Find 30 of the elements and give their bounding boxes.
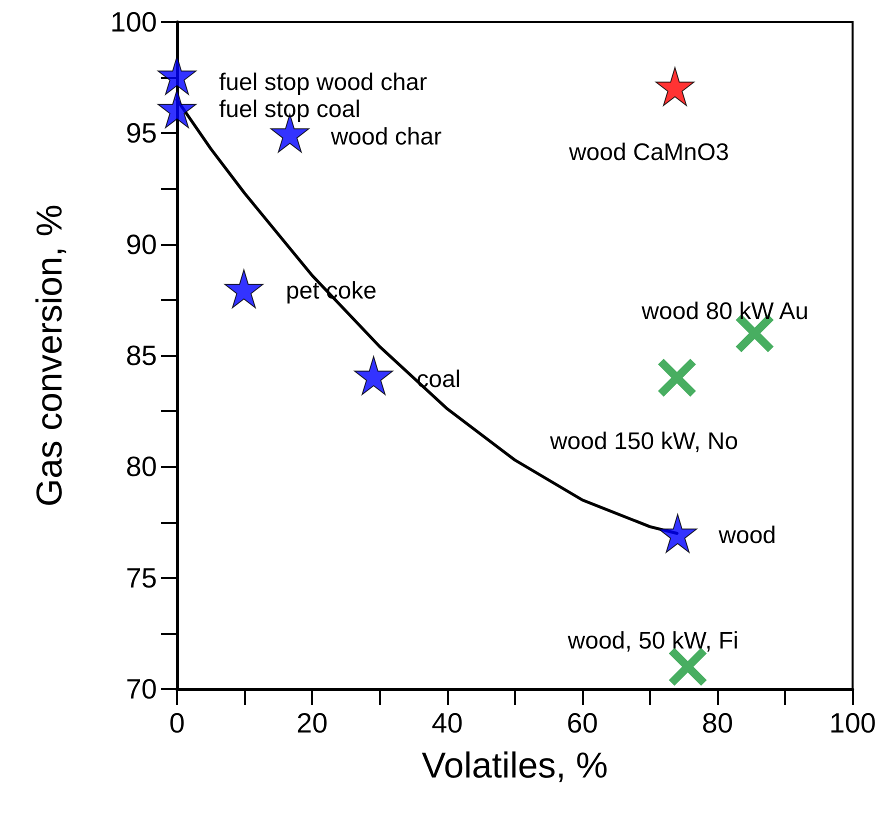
annotation: fuel stop wood char [219,68,428,96]
point [158,89,196,128]
y-tick-label: 90 [126,228,157,260]
point [655,66,694,106]
y-tick-label: 95 [126,118,157,149]
annotation: wood CaMnO3 [568,138,730,166]
x-axis-title: Volatiles, % [422,744,608,786]
annotation: wood, 50 kW, Fi [566,627,739,654]
x-tick-label: 80 [702,708,734,738]
annotation: wood [718,522,776,549]
y-axis-title: Gas conversion, % [28,204,70,507]
annotation: wood 80 kW Au [640,298,808,325]
point [158,56,196,95]
annotation: wood 150 kW, No [548,428,738,456]
point [354,356,394,396]
annotation: wood char [330,124,442,151]
x-tick-label: 0 [169,708,185,738]
y-tick-label: 100 [110,6,157,38]
y-tick-label: 85 [126,340,157,371]
x-tick-label: 100 [829,708,876,738]
x-tick-label: 20 [296,708,328,738]
y-tick-label: 80 [126,451,157,482]
annotation: fuel stop coal [219,96,360,124]
y-tick-label: 75 [126,562,157,594]
y-tick-label: 70 [126,674,157,704]
point [658,514,698,553]
x-tick-label: 40 [432,708,463,738]
point [658,358,696,397]
x-tick-label: 60 [566,708,598,738]
point [224,269,264,308]
